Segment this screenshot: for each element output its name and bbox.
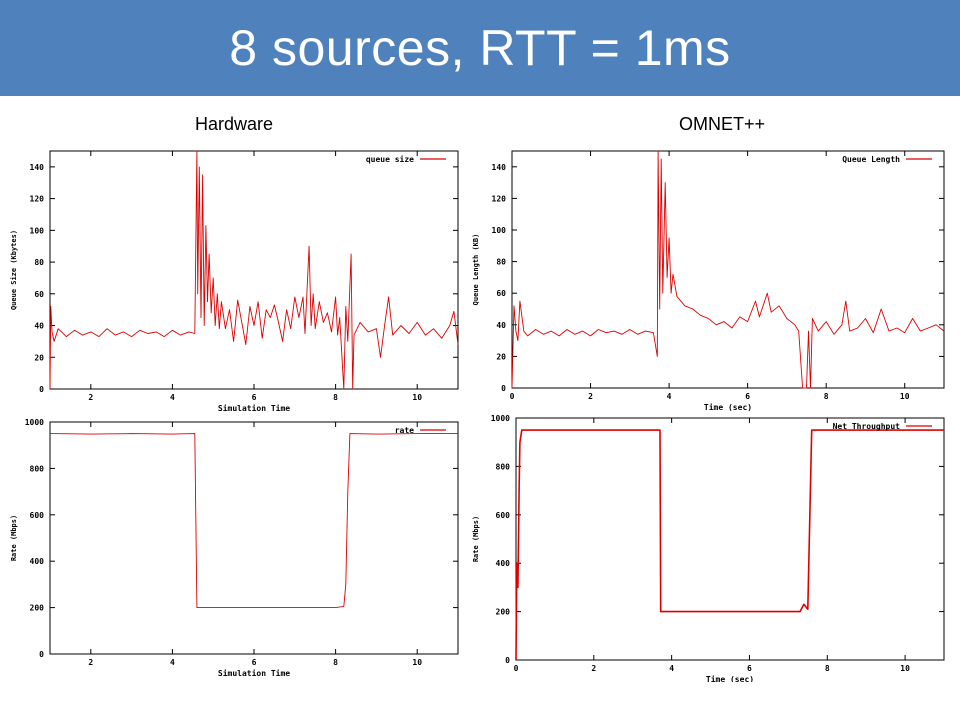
y-tick-label: 140 xyxy=(492,163,507,172)
omnet-label: OMNET++ xyxy=(678,114,766,134)
x-tick-label: 0 xyxy=(510,392,515,401)
series-line xyxy=(515,429,944,661)
x-tick-label: 2 xyxy=(88,393,93,402)
y-axis-label: Rate (Mbps) xyxy=(472,516,480,562)
x-tick-label: 6 xyxy=(252,658,257,667)
x-tick-label: 8 xyxy=(825,664,830,673)
x-tick-label: 10 xyxy=(900,392,910,401)
y-tick-label: 600 xyxy=(496,511,511,520)
x-tick-label: 8 xyxy=(824,392,829,401)
series-line xyxy=(49,433,458,609)
x-axis-label: Time (sec) xyxy=(706,674,754,682)
x-tick-label: 10 xyxy=(412,658,422,667)
legend-label: Net Throughput xyxy=(833,422,901,431)
plot-frame xyxy=(49,150,459,390)
x-axis-label: Simulation Time xyxy=(218,668,290,678)
y-tick-label: 100 xyxy=(492,226,507,235)
y-tick-label: 80 xyxy=(496,258,506,267)
y-tick-label: 20 xyxy=(34,353,44,362)
x-tick-label: 8 xyxy=(333,393,338,402)
x-tick-label: 10 xyxy=(412,393,422,402)
y-axis-label: Queue Length (KB) xyxy=(472,234,480,306)
x-tick-label: 2 xyxy=(88,658,93,667)
x-axis-label: Time (sec) xyxy=(704,402,752,412)
y-tick-label: 600 xyxy=(30,511,45,520)
omnet-rate-chart: 0 200 400 600 800 1000 0 2 4 6 8 10 Time (sec) Rate (… xyxy=(472,414,945,682)
y-tick-label: 100 xyxy=(30,226,45,235)
x-tick-label: 2 xyxy=(588,392,593,401)
x-tick-label: 4 xyxy=(170,658,175,667)
y-tick-label: 60 xyxy=(496,289,506,298)
title-bar: 8 sources, RTT = 1ms xyxy=(0,0,960,96)
y-tick-label: 800 xyxy=(496,462,511,471)
y-tick-label: 0 xyxy=(39,385,44,394)
x-tick-label: 6 xyxy=(252,393,257,402)
y-tick-label: 1000 xyxy=(491,414,510,423)
legend-label: rate xyxy=(395,426,414,435)
legend-label: Queue Length xyxy=(842,155,900,164)
y-tick-label: 200 xyxy=(496,608,511,617)
y-tick-label: 0 xyxy=(39,650,44,659)
y-tick-label: 120 xyxy=(492,194,507,203)
y-tick-label: 80 xyxy=(34,258,44,267)
hardware-label: Hardware xyxy=(194,114,274,134)
y-tick-label: 140 xyxy=(30,163,45,172)
plot-frame xyxy=(515,417,945,661)
y-tick-label: 120 xyxy=(30,195,45,204)
x-tick-label: 4 xyxy=(669,664,674,673)
y-tick-label: 400 xyxy=(30,557,45,566)
plot-frame xyxy=(49,421,459,655)
x-tick-label: 2 xyxy=(591,664,596,673)
y-axis-label: Queue Size (Kbytes) xyxy=(10,230,18,310)
y-tick-label: 0 xyxy=(501,384,506,393)
slide-title: 8 sources, RTT = 1ms xyxy=(229,20,731,76)
y-tick-label: 40 xyxy=(34,322,44,331)
y-tick-label: 60 xyxy=(34,290,44,299)
plot-frame xyxy=(511,150,945,389)
x-tick-label: 6 xyxy=(747,664,752,673)
x-tick-label: 0 xyxy=(514,664,519,673)
y-tick-label: 1000 xyxy=(25,418,44,427)
y-tick-label: 40 xyxy=(496,321,506,330)
y-tick-label: 400 xyxy=(496,559,511,568)
y-axis-label: Rate (Mbps) xyxy=(10,515,18,561)
series-line xyxy=(49,150,459,390)
x-tick-label: 10 xyxy=(900,664,910,673)
y-tick-label: 200 xyxy=(30,604,45,613)
hardware-rate-chart: 0 200 400 600 800 1000 2 4 6 8 10 Simulation Time Ra… xyxy=(10,418,459,678)
x-tick-label: 4 xyxy=(170,393,175,402)
y-tick-label: 0 xyxy=(505,656,510,665)
y-tick-label: 20 xyxy=(496,352,506,361)
x-tick-label: 8 xyxy=(333,658,338,667)
legend-label: queue size xyxy=(366,154,414,164)
omnet-queue-chart: 0 20 40 60 80 100 120 140 0 2 4 6 8 10 Time (sec) Queue… xyxy=(472,150,945,412)
x-axis-label: Simulation Time xyxy=(218,403,290,413)
hardware-queue-chart: 0 20 40 60 80 100 120 140 2 4 6 8 10 Simulation Time Q… xyxy=(10,150,459,413)
x-tick-label: 4 xyxy=(667,392,672,401)
y-tick-label: 800 xyxy=(30,464,45,473)
x-tick-label: 6 xyxy=(745,392,750,401)
series-line xyxy=(511,150,945,389)
